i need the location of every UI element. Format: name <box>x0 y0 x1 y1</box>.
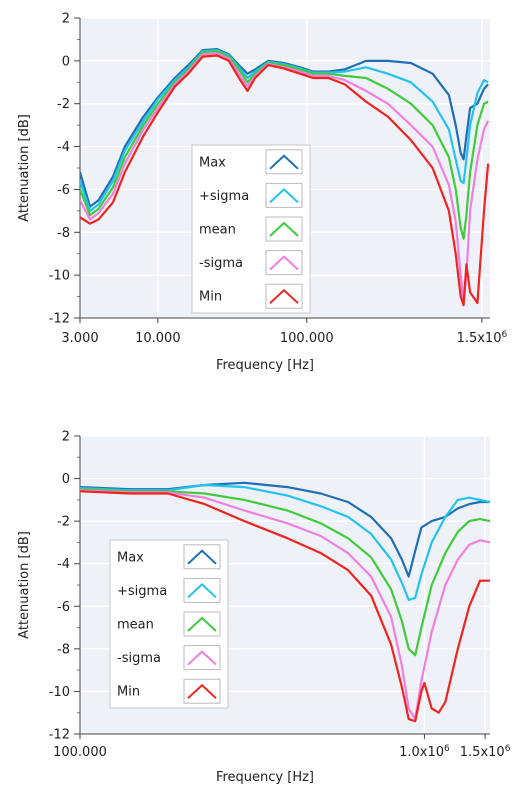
x-tick-label: 1.0x106 <box>399 744 450 760</box>
legend-swatch-box <box>265 182 303 208</box>
series-line-mean <box>80 488 490 657</box>
chart-1: 2 0 -2 -4 -6 -8 -10 -12 3.000 10.000 100.000 1.5x10… <box>17 12 507 374</box>
y-tick-label: -8 <box>57 226 70 241</box>
y-axis-label: Attenuation [dB] <box>17 531 32 639</box>
series-line-min <box>80 490 490 723</box>
legend-label: mean <box>199 223 236 238</box>
y-tick-label: -6 <box>57 600 70 615</box>
y-tick-label: -10 <box>49 269 70 284</box>
legend-swatch-line <box>269 221 299 237</box>
y-tick-label: -12 <box>49 728 70 743</box>
x-tick-label: 3.000 <box>61 331 98 346</box>
legend-label: Max <box>117 550 144 565</box>
series-line-sigma <box>80 52 490 302</box>
legend-label: Max <box>199 155 226 170</box>
legend-swatch-line <box>269 255 299 271</box>
legend-swatch-box <box>183 577 221 603</box>
series-line-min <box>80 54 490 307</box>
series-line-sigma <box>80 483 490 602</box>
legend-swatch-box <box>265 149 303 175</box>
legend-label: Min <box>199 290 222 305</box>
legend-swatch-line <box>269 288 299 304</box>
y-tick-label: -10 <box>49 685 70 700</box>
series-line-mean <box>80 50 489 240</box>
legend-swatch-box <box>265 283 303 309</box>
legend-label: Min <box>117 685 140 700</box>
y-tick-label: -2 <box>57 97 70 112</box>
y-tick-label: -2 <box>57 515 70 530</box>
x-tick-label: 10.000 <box>135 331 181 346</box>
legend-swatch-line <box>187 650 217 666</box>
legend-swatch-line <box>187 549 217 565</box>
legend-swatch-box <box>265 216 303 242</box>
x-tick-label: 100.000 <box>280 331 334 346</box>
y-tick-label: 2 <box>62 12 70 27</box>
legend-swatch-line <box>269 188 299 204</box>
y-axis-label: Attenuation [dB] <box>17 114 32 222</box>
x-axis-label: Frequency [Hz] <box>216 770 314 785</box>
y-tick-label: -6 <box>57 183 70 198</box>
legend-swatch-box <box>183 544 221 570</box>
legend-swatch-line <box>187 583 217 599</box>
legend-label: -sigma <box>199 256 243 271</box>
y-tick-label: 0 <box>62 472 70 487</box>
y-tick-label: -8 <box>57 642 70 657</box>
x-tick-label: 1.5x106 <box>460 744 511 760</box>
legend-label: +sigma <box>199 189 249 204</box>
y-tick-label: -4 <box>57 557 70 572</box>
legend-swatch-line <box>269 154 299 170</box>
legend-swatch-box <box>183 611 221 637</box>
legend-swatch-box <box>265 250 303 276</box>
legend-swatch-line <box>187 616 217 632</box>
y-tick-label: -4 <box>57 140 70 155</box>
x-axis-label: Frequency [Hz] <box>216 358 314 373</box>
legend-label: mean <box>117 618 154 633</box>
y-tick-label: -12 <box>49 312 70 327</box>
legend-label: +sigma <box>117 584 167 599</box>
legend-swatch-box <box>183 678 221 704</box>
legend-swatch-box <box>183 645 221 671</box>
y-tick-label: 2 <box>62 430 70 445</box>
y-tick-label: 0 <box>62 54 70 69</box>
chart-2: 2 0 -2 -4 -6 -8 -10 -12 100.000 1.0x106 1.5x106 Fre… <box>17 430 511 786</box>
legend-swatch-line <box>187 683 217 699</box>
x-tick-label: 100.000 <box>53 745 107 760</box>
legend-label: -sigma <box>117 651 161 666</box>
series-line-sigma <box>80 489 490 721</box>
x-tick-label: 1.5x106 <box>457 330 508 346</box>
